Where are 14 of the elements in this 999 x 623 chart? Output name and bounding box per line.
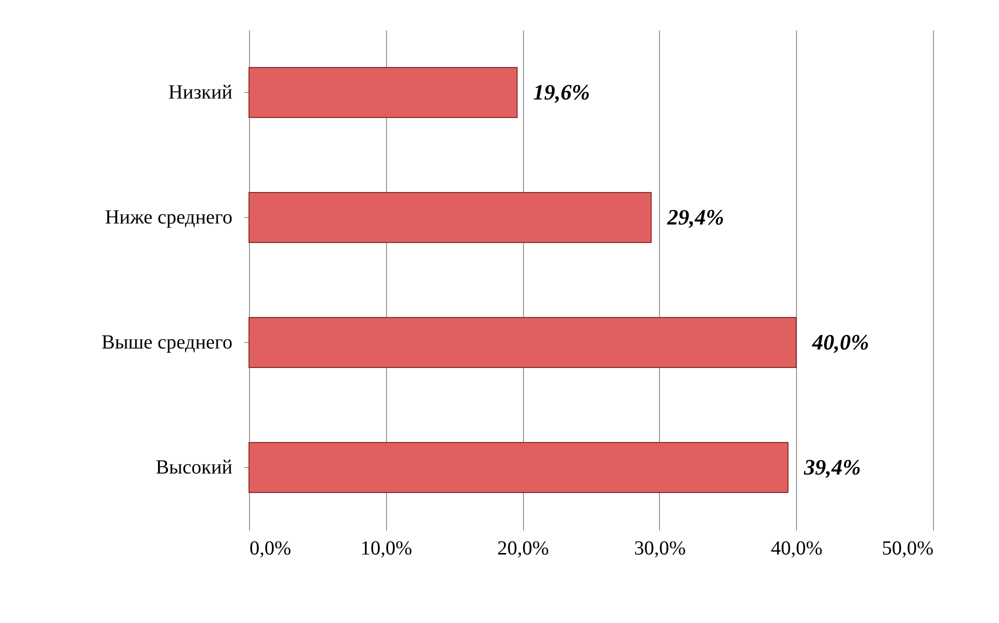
x-tick-label: 50,0%	[882, 538, 934, 560]
x-tick-label: 10,0%	[360, 538, 412, 560]
data-label: 29,4%	[666, 204, 724, 230]
y-tick-label: Выше среднего	[101, 332, 232, 354]
x-tick-label: 40,0%	[770, 538, 823, 560]
x-tick-label: 0,0%	[250, 538, 292, 560]
y-tick-label: Низкий	[168, 82, 233, 104]
x-tick-label: 20,0%	[497, 538, 549, 560]
y-tick-label: Ниже среднего	[104, 206, 232, 228]
data-label: 40,0%	[811, 330, 870, 354]
x-tick-label: 30,0%	[634, 538, 686, 560]
data-label: 39,4%	[802, 454, 861, 480]
data-label: 19,6%	[533, 80, 590, 104]
y-tick-label: Высокий	[156, 456, 233, 478]
